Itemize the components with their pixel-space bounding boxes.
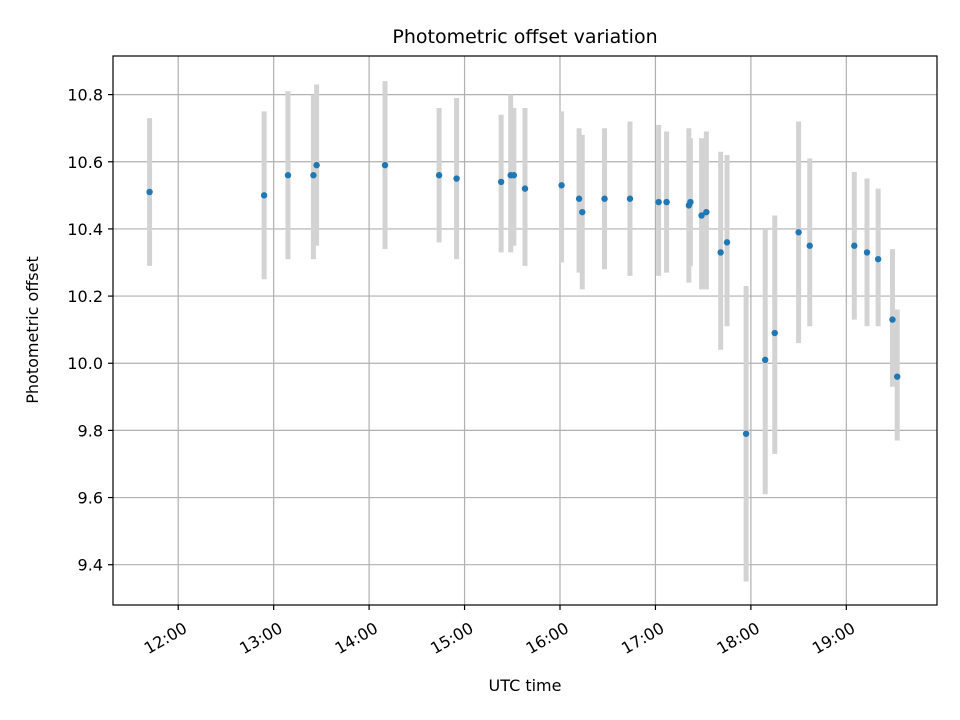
data-point [453, 175, 460, 182]
data-point [558, 182, 565, 189]
data-point [894, 373, 901, 380]
data-point [771, 329, 778, 337]
data-point [742, 430, 750, 437]
data-point [723, 239, 731, 246]
data-point [497, 178, 505, 186]
data-point [313, 161, 320, 169]
y-tick-label: 10.8 [67, 86, 103, 105]
data-point [284, 172, 292, 179]
data-point [703, 208, 710, 216]
data-point [310, 172, 317, 179]
plot-frame [112, 55, 938, 606]
chart-title: Photometric offset variation [392, 26, 657, 48]
data-point [575, 195, 583, 202]
data-point [601, 195, 608, 202]
data-point [260, 192, 268, 199]
data-point [146, 188, 153, 196]
y-tick-label: 10.2 [67, 287, 103, 306]
data-point [762, 356, 769, 364]
data-point [579, 208, 586, 216]
data-point [655, 198, 662, 206]
y-tick-label: 9.8 [78, 421, 103, 440]
data-point [889, 316, 896, 323]
y-tick-label: 9.4 [78, 556, 103, 575]
y-axis-label: Photometric offset [23, 256, 42, 404]
y-axis-ticks: 9.4 9.6 9.8 10.0 10.2 10.4 10.6 10.8 [67, 86, 113, 575]
data-points [146, 161, 901, 437]
x-axis-label: UTC time [489, 676, 562, 695]
y-tick-label: 10.6 [67, 153, 103, 172]
data-point [626, 195, 634, 202]
data-point [795, 229, 802, 236]
data-point [435, 172, 443, 179]
data-point [510, 172, 518, 179]
data-point [663, 198, 670, 206]
y-tick-label: 9.6 [78, 489, 103, 508]
data-point [851, 242, 858, 249]
y-tick-label: 10.0 [67, 354, 103, 373]
data-point [863, 249, 871, 256]
data-point [698, 212, 705, 219]
data-point [381, 161, 389, 169]
data-point [806, 242, 813, 249]
y-tick-label: 10.4 [67, 220, 103, 239]
data-point [521, 185, 529, 192]
data-point [687, 198, 694, 206]
data-point [874, 255, 882, 263]
data-point [717, 249, 724, 256]
